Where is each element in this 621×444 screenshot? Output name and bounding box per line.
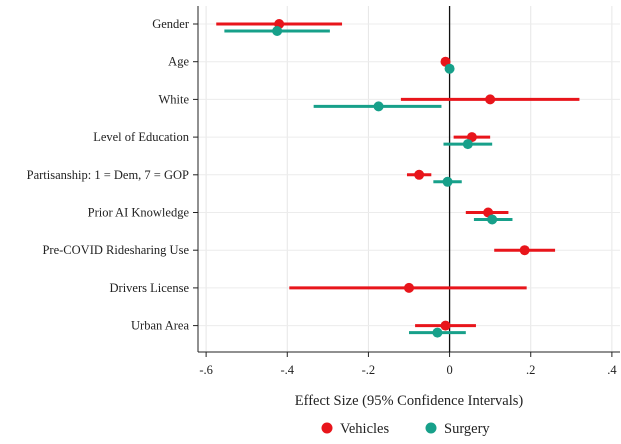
legend-marker-vehicles [321, 422, 333, 434]
category-label: White [158, 92, 189, 106]
point-surgery [444, 63, 455, 74]
category-label: Partisanship: 1 = Dem, 7 = GOP [27, 168, 189, 182]
category-label: Prior AI Knowledge [88, 206, 190, 220]
x-tick-label: .4 [607, 363, 617, 377]
x-tick-label: -.2 [362, 363, 376, 377]
point-estimates [272, 19, 530, 338]
point-vehicles [404, 282, 414, 293]
point-vehicles [414, 169, 425, 180]
point-surgery [487, 214, 498, 225]
category-label: Urban Area [131, 319, 189, 333]
point-surgery [462, 139, 473, 150]
legend-label-surgery: Surgery [444, 421, 490, 437]
category-label: Drivers License [110, 281, 190, 295]
x-axis-label: Effect Size (95% Confidence Intervals) [295, 393, 524, 409]
x-axis-ticks: -.6 -.4 -.2 0 .2 .4 [199, 352, 617, 377]
legend-label-vehicles: Vehicles [340, 421, 389, 437]
point-surgery [373, 101, 384, 112]
category-labels: Gender Age White Level of Education Partisan… [27, 17, 198, 333]
point-vehicles [485, 94, 496, 105]
point-surgery [432, 327, 443, 338]
category-label: Pre-COVID Ridesharing Use [42, 243, 189, 257]
x-tick-label: 0 [446, 363, 452, 377]
x-tick-label: .2 [526, 363, 535, 377]
legend: Vehicles Surgery [321, 421, 490, 437]
x-tick-label: -.4 [280, 363, 294, 377]
legend-marker-surgery [425, 422, 437, 434]
category-label: Age [168, 55, 189, 69]
category-label: Level of Education [93, 130, 190, 144]
x-tick-label: -.6 [199, 363, 213, 377]
point-surgery [442, 176, 453, 187]
point-vehicles [440, 320, 451, 331]
category-label: Gender [152, 17, 190, 31]
point-vehicles [519, 245, 530, 256]
point-surgery [272, 26, 283, 36]
